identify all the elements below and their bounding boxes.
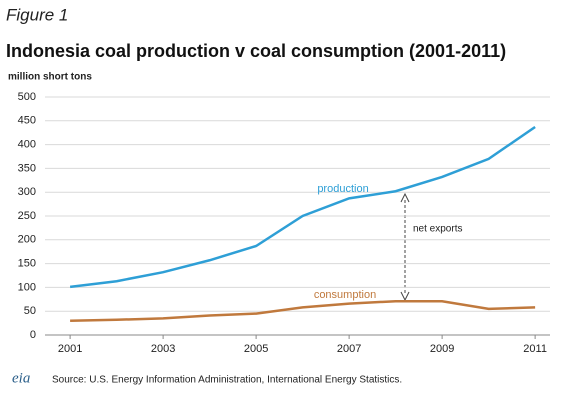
x-tick-label: 2007 [337,343,361,355]
y-tick-label: 500 [18,91,36,103]
y-tick-label: 350 [18,162,36,174]
chart-title: Indonesia coal production v coal consump… [6,41,506,61]
net-exports-arrow [400,192,410,302]
y-tick-label: 0 [30,329,36,341]
y-tick-label: 200 [18,234,36,246]
x-tick-label: 2003 [151,343,175,355]
y-tick-label: 250 [18,210,36,222]
y-tick-label: 50 [24,305,36,317]
y-tick-label: 400 [18,139,36,151]
y-tick-label: 450 [18,115,36,127]
series-line [70,299,536,322]
y-tick-label: 300 [18,186,36,198]
annotation: net exports [413,224,462,235]
y-tick-label: 150 [18,258,36,270]
legend-label: consumption [314,289,376,301]
source: Source: U.S. Energy Information Administ… [52,375,402,386]
x-tick-label: 2009 [430,343,454,355]
legend-label: production [317,183,368,195]
y-axis-title: million short tons [8,72,92,83]
y-tick-label: 100 [18,281,36,293]
figure-label: Figure 1 [6,5,68,24]
logo: eia [12,370,30,386]
series-line [69,125,536,289]
x-tick-label: 2011 [523,343,547,355]
x-tick-label: 2005 [244,343,268,355]
x-tick-label: 2001 [58,343,82,355]
